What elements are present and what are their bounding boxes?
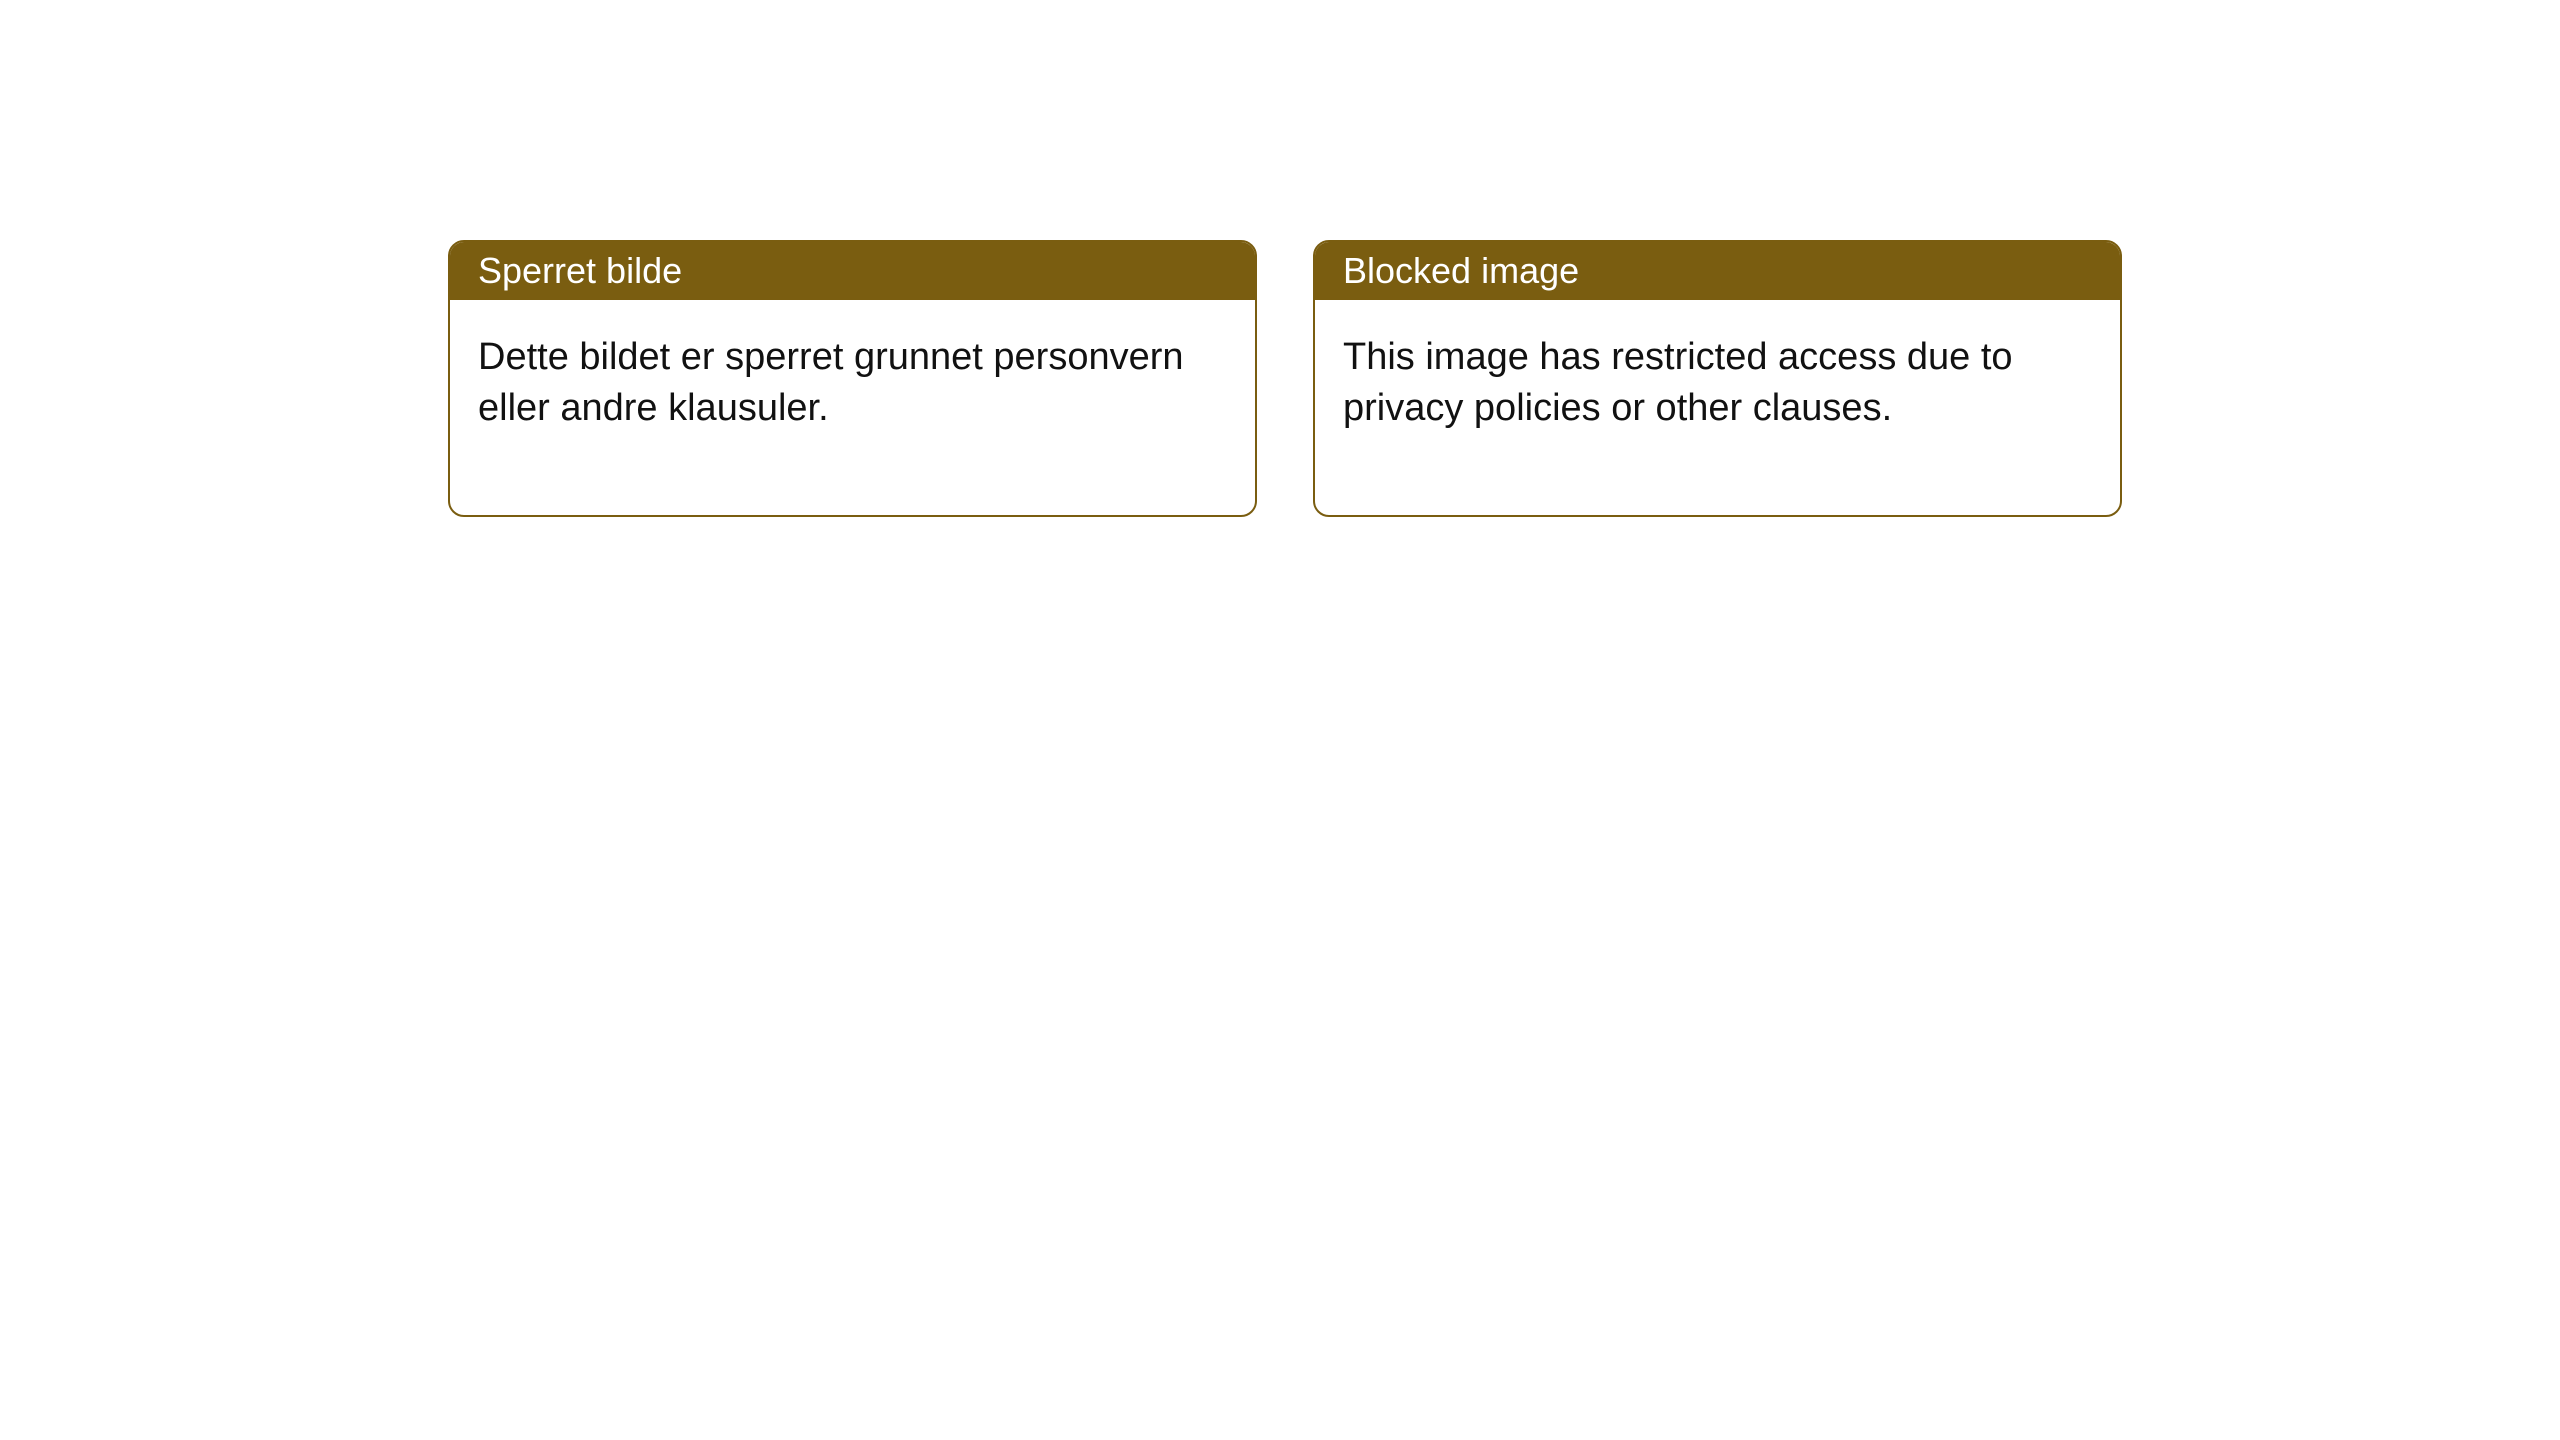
card-body: Dette bildet er sperret grunnet personve… [450, 300, 1255, 515]
blocked-image-card-no: Sperret bilde Dette bildet er sperret gr… [448, 240, 1257, 517]
card-header: Sperret bilde [450, 242, 1255, 300]
card-body: This image has restricted access due to … [1315, 300, 2120, 515]
notice-cards-container: Sperret bilde Dette bildet er sperret gr… [0, 0, 2560, 517]
card-body-text: Dette bildet er sperret grunnet personve… [478, 336, 1184, 429]
card-title: Sperret bilde [478, 250, 682, 291]
blocked-image-card-en: Blocked image This image has restricted … [1313, 240, 2122, 517]
card-body-text: This image has restricted access due to … [1343, 336, 2013, 429]
card-title: Blocked image [1343, 250, 1579, 291]
card-header: Blocked image [1315, 242, 2120, 300]
